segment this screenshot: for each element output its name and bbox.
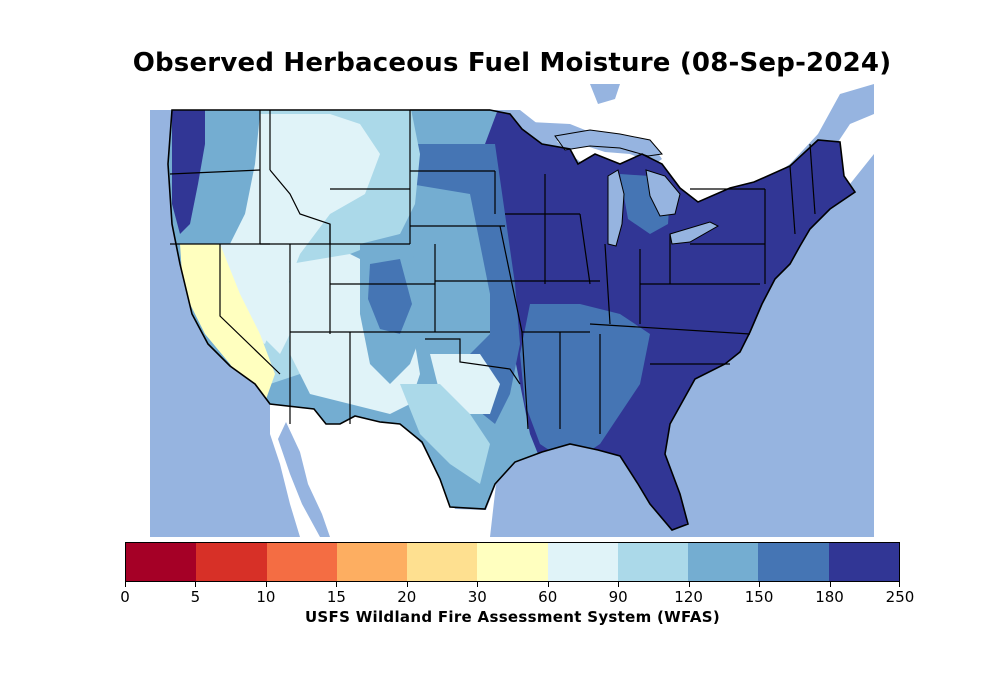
colorbar-tick-label: 250 (885, 588, 915, 606)
colorbar-tick-label: 20 (397, 588, 417, 606)
colorbar-tick-label: 150 (744, 588, 774, 606)
us-outline (167, 109, 857, 531)
zone-150-180-colorado (368, 259, 412, 334)
colorbar-tick (547, 582, 549, 587)
colorbar-bin-60-90 (547, 543, 618, 581)
colorbar-bin-30-60 (477, 543, 548, 581)
baja-gulf (278, 422, 330, 537)
colorbar-bin-5-10 (196, 543, 267, 581)
colorbar-tick (265, 582, 267, 587)
zone-180-250-coast (172, 110, 205, 234)
colorbar-ticks: 0 5 10 15 20 30 60 90 120 150 180 250 (120, 582, 914, 612)
map-title: Observed Herbaceous Fuel Moisture (08-Se… (132, 48, 892, 78)
colorbar-bin-180-250 (828, 543, 899, 581)
zone-60-90-nevada (220, 244, 295, 354)
colorbar-tick (759, 582, 761, 587)
colorbar-tick-label: 90 (608, 588, 628, 606)
colorbar-tick-label: 30 (467, 588, 487, 606)
zone-150-180-midsouth (520, 304, 650, 464)
colorbar-tick (195, 582, 197, 587)
colorbar-bin-0-5 (126, 543, 197, 581)
colorbar-tick (829, 582, 831, 587)
colorbar-tick-label: 15 (326, 588, 346, 606)
colorbar-tick (688, 582, 690, 587)
state-borders (167, 109, 857, 531)
colorbar-tick (336, 582, 338, 587)
colorbar-tick-label: 5 (190, 588, 201, 606)
zone-90-120-texas (400, 384, 490, 484)
colorbar-tick-label: 0 (120, 588, 130, 606)
colorbar-bin-120-150 (688, 543, 759, 581)
lake-erie (669, 221, 720, 245)
colorbar-tick-label: 120 (674, 588, 703, 606)
zone-120-150-plains (410, 184, 490, 384)
moisture-map (150, 84, 874, 537)
colorbar-tick (899, 582, 901, 587)
lake-michigan (607, 169, 625, 247)
st-lawrence (750, 84, 874, 199)
colorbar-tick (618, 582, 620, 587)
colorbar-tick (406, 582, 408, 587)
colorbar-bin-150-180 (758, 543, 829, 581)
colorbar-bin-15-20 (336, 543, 408, 581)
lake-superior (554, 129, 663, 157)
colorbar-tick-label: 60 (538, 588, 558, 606)
colorbar-bin-90-120 (617, 543, 689, 581)
colorbar-bin-20-30 (407, 543, 478, 581)
colorbar-tick-label: 180 (815, 588, 844, 606)
lake-huron (645, 169, 681, 217)
colorbar-tick-label: 10 (256, 588, 276, 606)
colorbar (125, 542, 900, 582)
hudson-north (590, 84, 620, 104)
colorbar-bin-10-15 (266, 543, 337, 581)
mexico-land (270, 402, 496, 537)
great-lakes (554, 129, 720, 247)
colorbar-tick (125, 582, 126, 587)
colorbar-source-label: USFS Wildland Fire Assessment System (WF… (304, 608, 721, 626)
colorbar-tick (477, 582, 479, 587)
